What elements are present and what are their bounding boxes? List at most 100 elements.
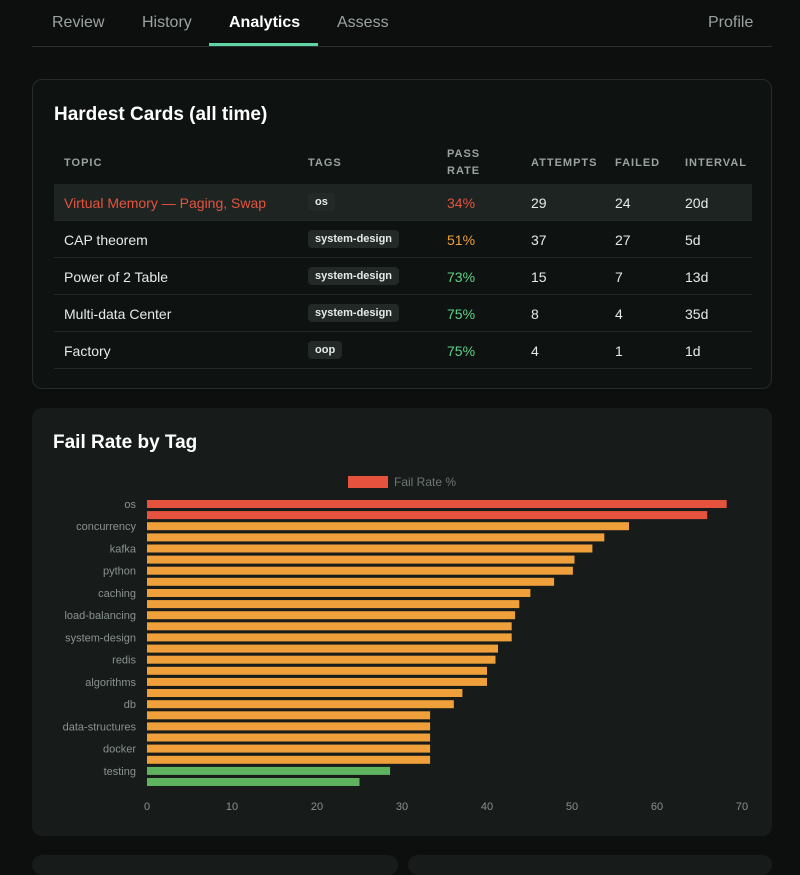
bar-item-25[interactable] <box>147 778 360 786</box>
bar-system-design[interactable] <box>147 633 512 642</box>
topic-cell: Multi-data Center <box>64 306 172 322</box>
failed-cell: 4 <box>615 306 623 322</box>
topic-cell: Virtual Memory — Paging, Swap <box>64 195 267 211</box>
tag-badge: system-design <box>308 267 400 285</box>
tab-profile[interactable]: Profile <box>708 14 754 31</box>
tab-review[interactable]: Review <box>52 14 105 31</box>
pass-rate-cell: 73% <box>447 269 476 285</box>
tag-badge: os <box>308 193 335 211</box>
table-row[interactable]: Multi-data Center system-design 75% 8 4 … <box>54 295 752 332</box>
bar-docker[interactable] <box>147 744 431 753</box>
topic-cell: Factory <box>64 343 111 359</box>
fail-rate-chart: Fail Rate % os concurrency kafka python cach… <box>63 475 749 813</box>
hardest-cards-panel: Hardest Cards (all time) TOPIC TAGS PASS… <box>32 79 772 389</box>
attempts-cell: 8 <box>531 306 539 322</box>
column-header-topic: TOPIC <box>64 157 103 169</box>
bottom-panel-left <box>32 855 398 875</box>
bar-concurrency[interactable] <box>147 522 629 531</box>
tab-history[interactable]: History <box>142 14 192 31</box>
table-row[interactable]: Power of 2 Table system-design 73% 15 7 … <box>54 258 752 295</box>
failed-cell: 24 <box>615 195 631 211</box>
column-header-tags: TAGS <box>308 157 342 169</box>
top-nav: Review History Analytics Assess Profile <box>32 0 772 47</box>
attempts-cell: 29 <box>531 195 547 211</box>
bar-item-15[interactable] <box>147 666 487 675</box>
pass-rate-cell: 75% <box>447 306 476 322</box>
x-tick-label: 60 <box>651 801 663 813</box>
bar-item-17[interactable] <box>147 689 463 697</box>
x-tick-label: 40 <box>481 801 493 813</box>
fail-rate-title: Fail Rate by Tag <box>53 432 198 453</box>
attempts-cell: 15 <box>531 269 547 285</box>
y-tick-label: algorithms <box>85 677 136 689</box>
tab-analytics[interactable]: Analytics <box>229 14 301 31</box>
y-tick-label: redis <box>112 655 136 667</box>
active-tab-indicator <box>209 43 318 46</box>
column-header-interval: INTERVAL <box>685 157 747 169</box>
tab-assess[interactable]: Assess <box>337 14 389 31</box>
legend-swatch[interactable] <box>348 476 388 488</box>
bar-testing[interactable] <box>147 766 391 775</box>
y-tick-label: load-balancing <box>64 610 136 622</box>
column-header-failed: FAILED <box>615 157 661 169</box>
bar-item-13[interactable] <box>147 644 498 653</box>
y-tick-label: docker <box>103 744 136 756</box>
bar-algorithms[interactable] <box>147 677 487 686</box>
bar-item-11[interactable] <box>147 622 512 631</box>
x-tick-label: 20 <box>311 801 323 813</box>
bar-item-1[interactable] <box>147 511 708 520</box>
tag-badge: system-design <box>308 304 400 322</box>
y-tick-label: data-structures <box>63 721 137 733</box>
x-tick-label: 10 <box>226 801 238 813</box>
bar-db[interactable] <box>147 700 454 709</box>
y-tick-label: caching <box>98 588 136 600</box>
column-header-pass-rate: PASS RATE <box>447 148 481 177</box>
bar-item-21[interactable] <box>147 733 431 742</box>
x-tick-label: 0 <box>144 801 150 813</box>
x-tick-label: 30 <box>396 801 408 813</box>
table-row[interactable]: CAP theorem system-design 51% 37 27 5d <box>54 221 752 258</box>
pass-rate-cell: 75% <box>447 343 476 359</box>
column-header-attempts: ATTEMPTS <box>531 157 598 169</box>
bar-data-structures[interactable] <box>147 722 431 731</box>
bar-item-3[interactable] <box>147 533 605 542</box>
bar-item-19[interactable] <box>147 711 431 720</box>
table-row[interactable]: Factory oop 75% 4 1 1d <box>54 332 752 369</box>
bar-load-balancing[interactable] <box>147 611 516 620</box>
attempts-cell: 37 <box>531 232 547 248</box>
bar-item-7[interactable] <box>147 577 555 586</box>
pass-rate-cell: 34% <box>447 195 476 211</box>
bar-kafka[interactable] <box>147 544 593 553</box>
bar-item-23[interactable] <box>147 755 431 764</box>
hardest-cards-title: Hardest Cards (all time) <box>54 104 268 125</box>
attempts-cell: 4 <box>531 343 539 359</box>
failed-cell: 7 <box>615 269 623 285</box>
y-tick-label: concurrency <box>76 521 136 533</box>
interval-cell: 20d <box>685 195 709 211</box>
x-tick-label: 70 <box>736 801 748 813</box>
table-row[interactable]: Virtual Memory — Paging, Swap os 34% 29 … <box>54 184 752 221</box>
y-tick-label: os <box>124 499 136 511</box>
bar-item-5[interactable] <box>147 555 575 564</box>
bar-caching[interactable] <box>147 589 531 597</box>
interval-cell: 1d <box>685 343 701 359</box>
fail-rate-panel: Fail Rate by Tag Fail Rate % os concurren… <box>32 408 772 836</box>
bar-item-9[interactable] <box>147 600 520 609</box>
topic-cell: CAP theorem <box>64 232 148 248</box>
failed-cell: 27 <box>615 232 631 248</box>
pass-rate-cell: 51% <box>447 232 476 248</box>
bottom-panel-right <box>408 855 772 875</box>
interval-cell: 13d <box>685 269 709 285</box>
y-tick-label: db <box>124 699 136 711</box>
tag-badge: system-design <box>308 230 400 248</box>
interval-cell: 5d <box>685 232 701 248</box>
interval-cell: 35d <box>685 306 709 322</box>
x-tick-label: 50 <box>566 801 578 813</box>
bar-redis[interactable] <box>147 655 496 664</box>
y-tick-label: python <box>103 566 136 578</box>
y-tick-label: system-design <box>65 632 136 644</box>
bar-python[interactable] <box>147 566 573 575</box>
bar-os[interactable] <box>147 500 727 508</box>
topic-cell: Power of 2 Table <box>64 269 169 285</box>
y-tick-label: kafka <box>110 544 137 556</box>
